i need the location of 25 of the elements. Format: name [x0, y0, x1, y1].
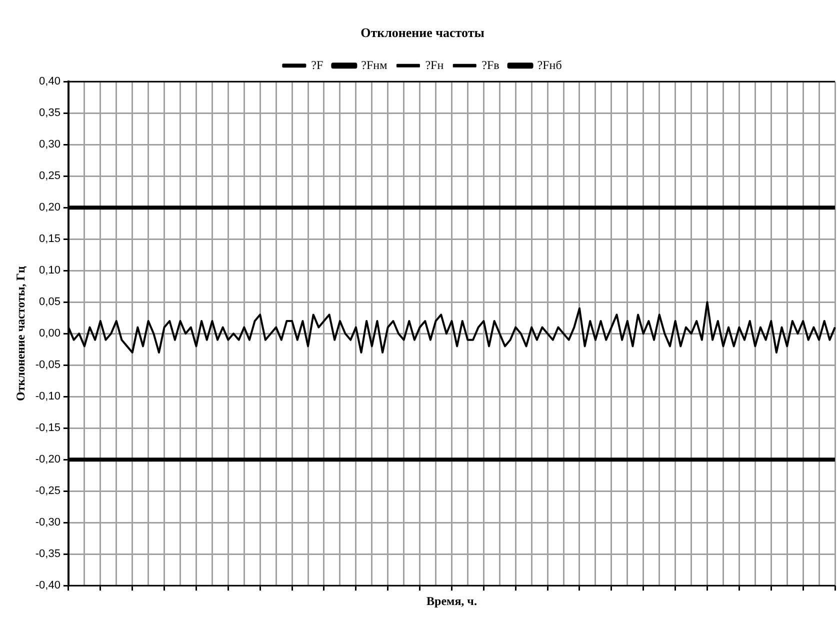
y-tick-label: 0,20: [39, 202, 60, 214]
y-tick-label: 0,30: [39, 138, 60, 151]
y-tick-label: -0,35: [35, 548, 60, 560]
legend-label: ?Fнб: [537, 58, 562, 72]
y-axis-title: Отклонение частоты, Гц: [13, 266, 28, 401]
y-tick-label: 0,10: [39, 264, 60, 277]
legend-label: ?Fнм: [361, 58, 388, 72]
x-axis-title: Время, ч.: [426, 594, 477, 608]
y-tick-label: 0,40: [39, 76, 60, 88]
y-tick-label: -0,10: [35, 390, 60, 403]
legend-label: ?Fв: [482, 58, 500, 72]
y-tick-label: 0,35: [39, 107, 60, 120]
y-tick-label: -0,40: [35, 580, 60, 592]
chart-title: Отклонение частоты: [360, 25, 484, 40]
y-tick-label: -0,25: [35, 485, 60, 498]
legend-label: ?Fн: [425, 58, 444, 72]
y-tick-label: 0,00: [39, 328, 60, 340]
y-tick-label: 0,05: [39, 296, 60, 308]
y-tick-label: -0,15: [35, 422, 60, 434]
y-tick-label: -0,30: [35, 516, 60, 529]
y-tick-label: 0,15: [39, 233, 60, 246]
legend-label: ?F: [311, 58, 324, 72]
y-tick-label: -0,05: [35, 359, 60, 372]
y-tick-label: -0,20: [35, 454, 60, 466]
y-tick-label: 0,25: [39, 170, 60, 182]
